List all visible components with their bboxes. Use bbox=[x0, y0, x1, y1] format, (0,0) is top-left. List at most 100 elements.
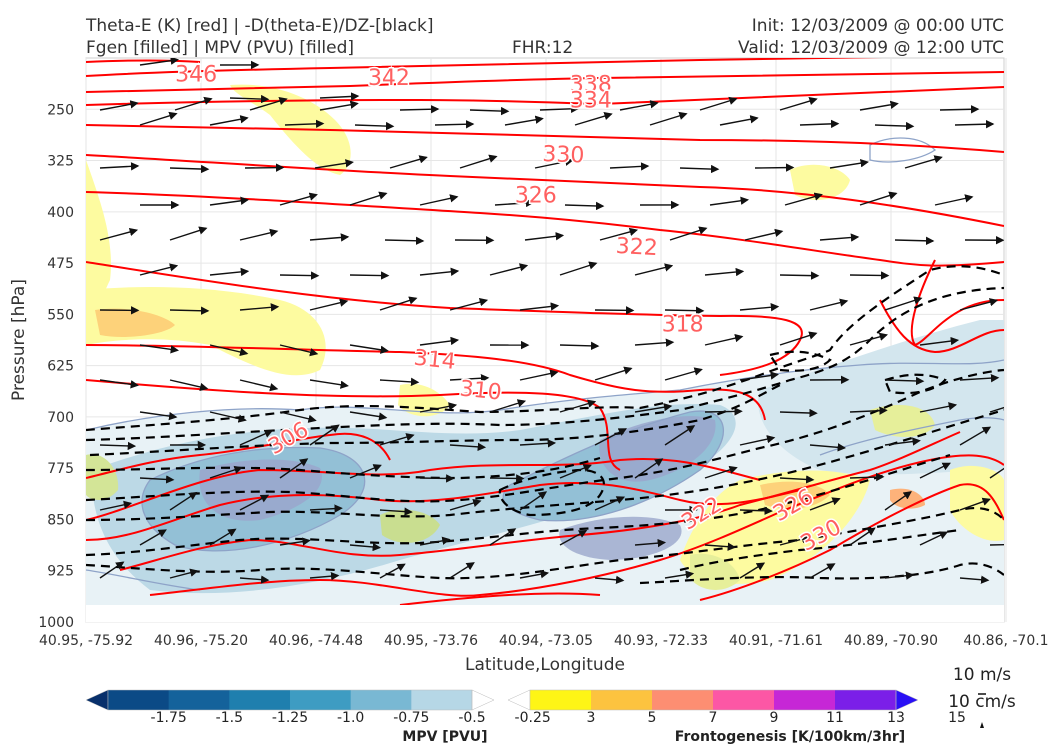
wind-arrow bbox=[704, 465, 738, 479]
wind-arrow bbox=[744, 228, 784, 241]
wind-arrow bbox=[619, 100, 659, 111]
wind-arrow bbox=[169, 379, 209, 392]
y-tick-label: 925 bbox=[47, 564, 74, 580]
theta-e-line-346 bbox=[86, 59, 201, 63]
wind-arrow bbox=[309, 298, 349, 311]
wind-arrow bbox=[594, 366, 633, 381]
wind-arrow bbox=[489, 263, 529, 276]
wind-arrow bbox=[239, 429, 274, 446]
theta-e-line-lowest bbox=[399, 592, 601, 606]
wind-arrow bbox=[489, 474, 525, 483]
colorbar-tick-label: 15 bbox=[948, 710, 966, 726]
wind-arrow bbox=[169, 306, 210, 315]
colorbar-tick-label: 11 bbox=[826, 710, 844, 726]
wind-arrow bbox=[174, 96, 213, 111]
mpv-contour-1 bbox=[86, 359, 1004, 431]
wind-arrow bbox=[169, 226, 208, 241]
colorbar-frame bbox=[107, 689, 473, 711]
wind-arrow bbox=[309, 571, 340, 581]
fgen-fill-3 bbox=[86, 287, 326, 376]
wind-arrow bbox=[419, 336, 460, 346]
wind-arrow bbox=[284, 119, 325, 128]
wind-arrow bbox=[354, 121, 395, 131]
wind-arrow bbox=[919, 462, 951, 479]
wind-arrow bbox=[739, 303, 780, 312]
wind-arrow bbox=[989, 467, 1004, 479]
theta-e-label: 338 bbox=[570, 72, 612, 97]
x-tick-label: 40.89, -70.90 bbox=[844, 633, 938, 649]
y-tick-label: 550 bbox=[47, 307, 74, 323]
theta-e-line-326 bbox=[86, 154, 1004, 227]
wind-arrow bbox=[139, 344, 180, 354]
wind-arrow bbox=[419, 536, 451, 546]
wind-arrow bbox=[959, 373, 1000, 383]
wind-arrow bbox=[919, 531, 949, 546]
wind-arrow bbox=[594, 428, 628, 446]
colorbar-segment bbox=[835, 690, 897, 710]
y-tick-label: 700 bbox=[47, 410, 74, 426]
wind-arrow bbox=[809, 443, 847, 452]
theta-e-line-330 bbox=[86, 124, 1004, 153]
fgen-fill-9 bbox=[760, 481, 830, 509]
stability-line-5 bbox=[86, 368, 1004, 503]
stability-line-6 bbox=[86, 408, 1004, 522]
wind-arrow bbox=[449, 374, 490, 383]
wind-arrow bbox=[279, 411, 317, 423]
wind-arrow bbox=[989, 543, 1004, 546]
wind-arrow bbox=[489, 528, 517, 546]
wind-arrow bbox=[859, 100, 899, 111]
wind-arrow bbox=[664, 570, 695, 579]
wind-arrow bbox=[449, 562, 475, 579]
wind-arrow bbox=[959, 497, 991, 511]
wind-arrow bbox=[309, 233, 350, 242]
wind-arrow bbox=[739, 562, 766, 579]
wind-arrow bbox=[779, 535, 811, 546]
wind-arrow bbox=[779, 271, 820, 280]
wind-arrow bbox=[309, 424, 340, 446]
wind-arrow bbox=[574, 112, 613, 126]
y-tick-label: 1000 bbox=[38, 615, 74, 631]
theta-e-label: 318 bbox=[662, 312, 704, 337]
wind-arrow bbox=[209, 267, 250, 277]
stability-line-3 bbox=[89, 384, 781, 457]
wind-reference-label-1: 10 m/s bbox=[953, 665, 1011, 685]
stability-line-1 bbox=[86, 265, 1004, 432]
colorbar-tick-label: 9 bbox=[770, 710, 779, 726]
colorbar-segment bbox=[108, 690, 170, 710]
theta-e-line-a bbox=[86, 458, 761, 521]
wind-arrow bbox=[884, 296, 923, 311]
title-line-1: Theta-E (K) [red] | -D(theta-E)/DZ-[blac… bbox=[85, 16, 434, 36]
wind-arrow bbox=[519, 369, 559, 381]
wind-arrow bbox=[564, 201, 605, 211]
x-tick-label: 40.96, -74.48 bbox=[269, 633, 363, 649]
wind-arrow bbox=[209, 528, 237, 546]
wind-arrow bbox=[534, 157, 574, 169]
wind-arrow bbox=[704, 407, 743, 416]
wind-arrow bbox=[504, 115, 544, 126]
colorbar-tick-label: -1.5 bbox=[216, 710, 243, 726]
wind-arrow bbox=[704, 267, 745, 277]
colorbar-extend-left bbox=[85, 689, 109, 711]
x-tick-label: 40.95, -75.92 bbox=[39, 633, 133, 649]
stability-line-11 bbox=[498, 468, 605, 517]
wind-arrow bbox=[954, 119, 995, 129]
theta-e-line-b bbox=[86, 481, 801, 541]
wind-arrow bbox=[139, 411, 178, 421]
stability-line-12 bbox=[768, 350, 832, 372]
wind-arrow bbox=[779, 331, 818, 346]
wind-arrow bbox=[449, 298, 489, 311]
colorbar-tick-label: 3 bbox=[587, 710, 596, 726]
wind-arrow bbox=[559, 341, 600, 351]
wind-arrow bbox=[719, 115, 759, 126]
wind-arrow bbox=[349, 271, 390, 280]
wind-arrow bbox=[314, 159, 354, 169]
theta-e-line-318-left bbox=[86, 261, 803, 376]
wind-arrow bbox=[679, 164, 720, 174]
wind-arrow bbox=[849, 406, 888, 415]
wind-arrow bbox=[494, 198, 535, 208]
mpv-colorbar: -1.75 -1.5 -1.25 -1.0 -0.75 -0.5 -0.25 bbox=[85, 689, 551, 726]
wind-arrow bbox=[539, 104, 580, 114]
wind-arrow bbox=[99, 500, 133, 511]
wind-arrow bbox=[519, 570, 550, 579]
wind-arrow bbox=[919, 402, 958, 413]
